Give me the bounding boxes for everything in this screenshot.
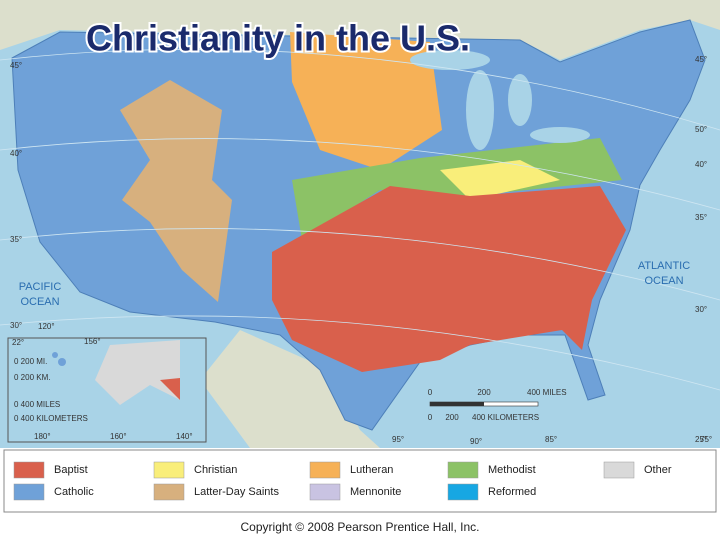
legend-label: Christian (194, 464, 237, 476)
legend-label: Other (644, 464, 672, 476)
alaska-baptist (160, 378, 180, 400)
scale-label: 0 200 KM. (14, 373, 50, 382)
latitude-label: 45° (695, 55, 707, 64)
alaska (95, 340, 180, 405)
ocean-label: OCEAN (20, 296, 59, 308)
lake (410, 50, 490, 70)
inset-label: 22° (12, 338, 24, 347)
legend-label: Catholic (54, 486, 94, 498)
scale-bar (429, 401, 539, 407)
legend-label: Latter-Day Saints (194, 486, 279, 498)
inset-label: 156° (84, 337, 101, 346)
lutheran-region (290, 32, 442, 170)
copyright: Copyright © 2008 Pearson Prentice Hall, … (241, 520, 480, 534)
scale-label: 0 200 MI. (14, 357, 47, 366)
ocean-label: ATLANTIC (638, 260, 690, 272)
latitude-label: 30° (695, 305, 707, 314)
latitude-label: 45° (10, 61, 22, 70)
latitude-label: 25° (695, 435, 707, 444)
canada (0, 0, 720, 60)
legend-swatch (447, 461, 479, 479)
legend-label: Lutheran (350, 464, 393, 476)
legend-swatch (447, 483, 479, 501)
legend-swatch (309, 461, 341, 479)
baptist-region (272, 186, 626, 372)
methodist-region (292, 138, 622, 240)
longitude-label: 95° (392, 435, 404, 444)
latitude-label: 30° (10, 321, 22, 330)
legend-label: Mennonite (350, 486, 401, 498)
legend-swatch (13, 483, 45, 501)
scale-label: 0 400 KILOMETERS (14, 414, 88, 423)
scale-label: 400 MILES (527, 388, 567, 397)
lake (530, 127, 590, 143)
longitude-label: 75° (700, 435, 712, 444)
inset-label: 120° (38, 322, 55, 331)
legend (3, 449, 717, 513)
scale-label: 0 400 MILES (14, 400, 60, 409)
scale-label: 200 (477, 388, 491, 397)
scale-label: 200 (445, 413, 459, 422)
latitude-label: 50° (695, 125, 707, 134)
scale-label: 0 (428, 413, 433, 422)
ocean-label: OCEAN (644, 275, 683, 287)
graticule (0, 48, 720, 391)
legend-swatch (13, 461, 45, 479)
inset-label: 180° (34, 432, 51, 441)
legend-label: Reformed (488, 486, 536, 498)
mexico (200, 330, 380, 448)
hawaii (58, 358, 66, 366)
latitude-label: 40° (695, 160, 707, 169)
scale-label: 0 (428, 388, 433, 397)
scale-label: 400 KILOMETERS (472, 413, 539, 422)
legend-swatch (153, 483, 185, 501)
hawaii (52, 352, 58, 358)
legend-label: Methodist (488, 464, 536, 476)
latitude-label: 40° (10, 149, 22, 158)
ocean-label: PACIFIC (19, 281, 62, 293)
legend-swatch (153, 461, 185, 479)
lake (508, 74, 532, 126)
inset-label: 140° (176, 432, 193, 441)
inset-label: 160° (110, 432, 127, 441)
title: Christianity in the U.S. (86, 18, 470, 59)
lake (466, 70, 494, 150)
christian-region (440, 160, 560, 200)
lds-region (120, 80, 232, 302)
title-outline: Christianity in the U.S. (86, 18, 470, 59)
longitude-label: 85° (545, 435, 557, 444)
latitude-label: 35° (10, 235, 22, 244)
legend-items: Baptist Christian Lutheran Methodist Other Ca… (13, 461, 672, 501)
legend-swatch (309, 483, 341, 501)
legend-label: Baptist (54, 464, 88, 476)
longitude-label: 90° (470, 437, 482, 446)
legend-swatch (603, 461, 635, 479)
latitude-label: 35° (695, 213, 707, 222)
